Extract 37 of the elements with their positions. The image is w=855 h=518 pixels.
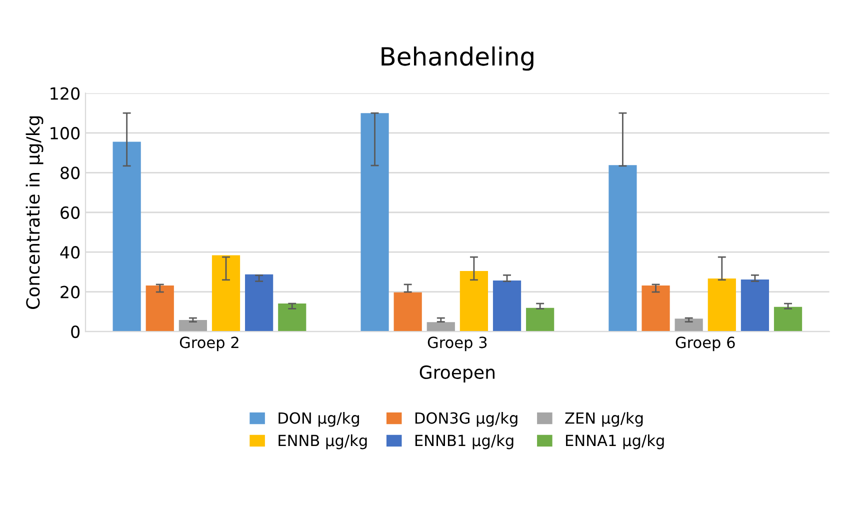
y-tick-label: 80 <box>60 166 80 180</box>
legend-label: DON3G µg/kg <box>415 412 518 427</box>
legend-label: ENNB1 µg/kg <box>415 434 514 450</box>
bar <box>608 165 637 332</box>
bar <box>708 278 736 332</box>
x-tick-label: Groep 6 <box>676 336 735 352</box>
bar <box>460 270 488 332</box>
legend-label: ENNA1 µg/kg <box>566 434 664 450</box>
bar <box>774 306 802 332</box>
bar <box>740 279 770 332</box>
legend-label: ZEN µg/kg <box>565 412 643 427</box>
bar <box>278 304 306 332</box>
bar <box>178 320 207 332</box>
x-tick-label: Groep 2 <box>180 336 238 352</box>
legend-label: DON µg/kg <box>278 412 359 427</box>
bar <box>112 142 141 332</box>
bar <box>526 308 554 332</box>
bar <box>212 255 240 332</box>
bar <box>360 113 389 332</box>
chart-title: Behandeling <box>382 46 534 71</box>
bar <box>394 292 422 332</box>
x-tick-label: Groep 3 <box>428 336 487 352</box>
y-tick-label: 20 <box>60 286 80 298</box>
bar <box>674 318 703 332</box>
y-tick-label: 40 <box>60 246 80 259</box>
y-tick-label: 60 <box>60 206 80 219</box>
bar <box>492 280 522 332</box>
bar <box>642 285 670 332</box>
bar <box>146 285 174 332</box>
y-axis-title: Concentratie in µg/kg <box>26 116 44 309</box>
y-tick-label: 0 <box>71 325 80 338</box>
bar <box>245 274 274 332</box>
x-axis-title: Groepen <box>420 365 494 383</box>
legend-label: ENNB µg/kg <box>278 434 367 450</box>
bar <box>426 322 455 332</box>
y-tick-label: 120 <box>50 87 80 100</box>
y-tick-label: 100 <box>50 126 80 140</box>
